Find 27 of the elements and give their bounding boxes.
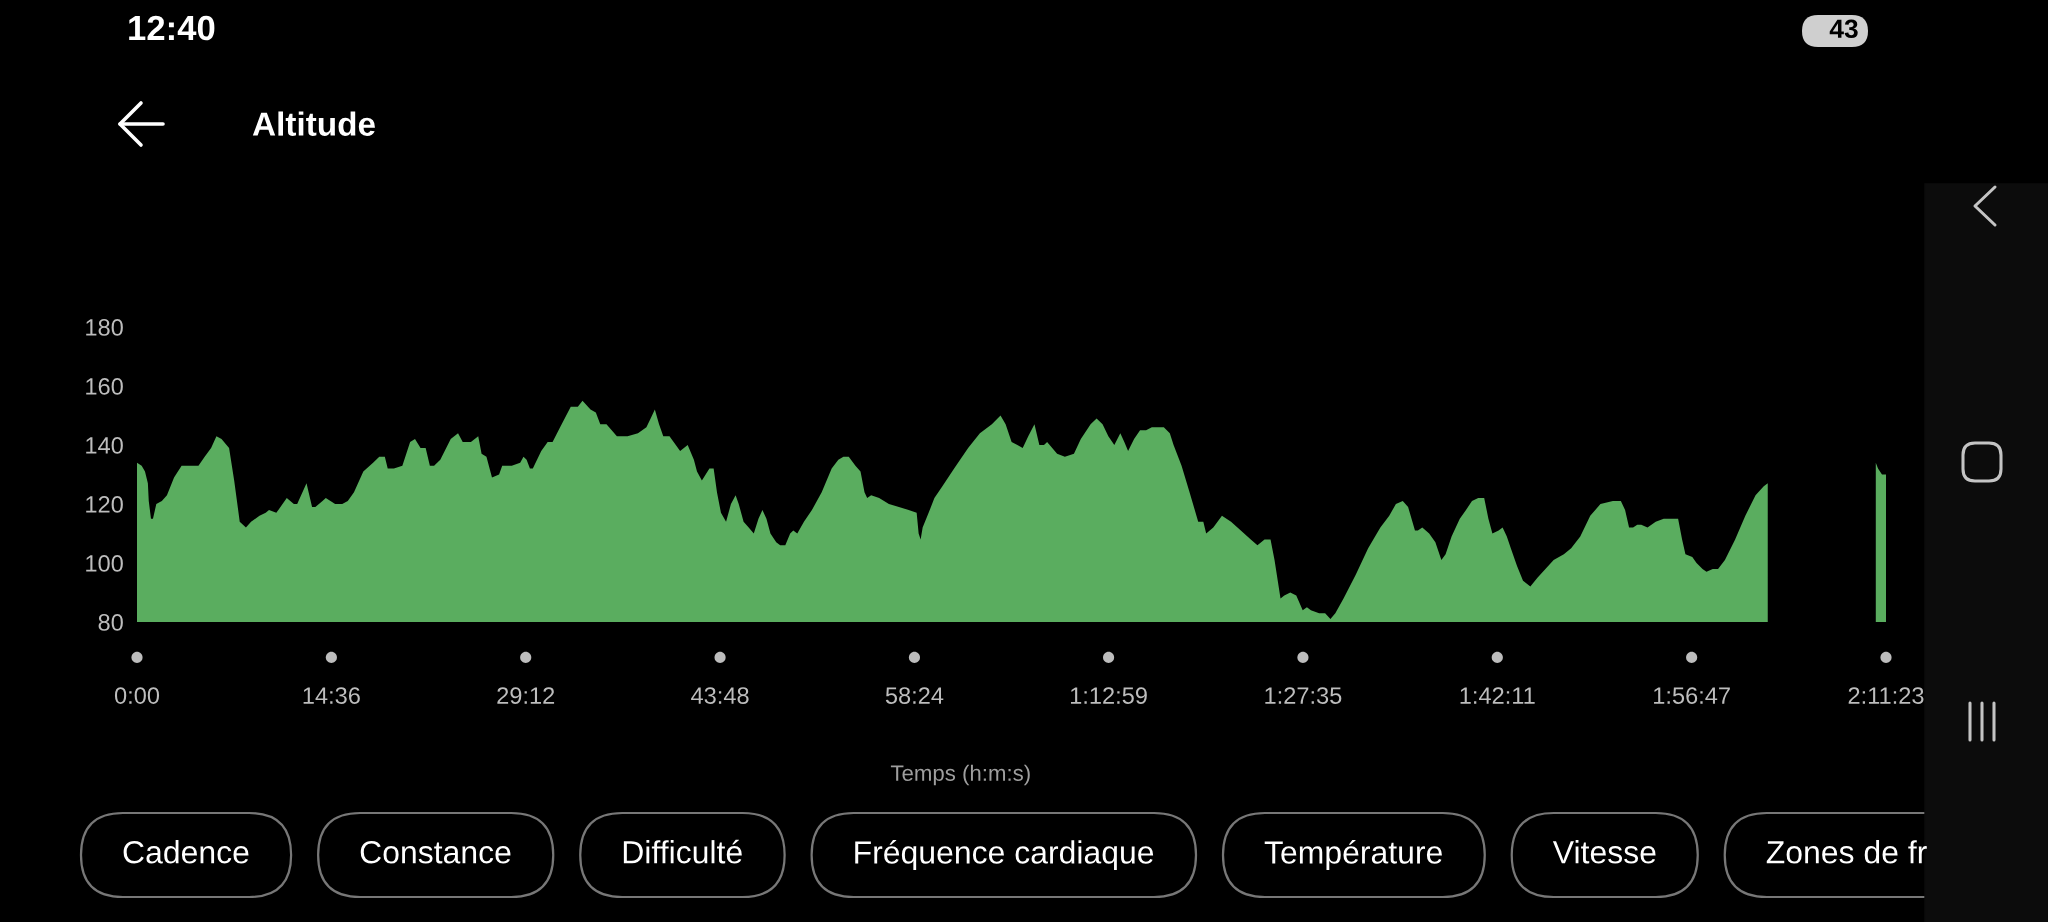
text: 12:40	[129, 15, 215, 41]
x-tick-label: 43:48	[691, 687, 749, 704]
y-tick-label: 80	[98, 614, 123, 631]
text: Fréquence cardiaque	[855, 839, 1154, 871]
chart-title: Altitude	[252, 111, 375, 136]
x-tick-label: 1:27:35	[1265, 687, 1342, 704]
y-tick-label: 180	[86, 319, 123, 336]
x-tick-label: 14:36	[303, 687, 360, 704]
text: Cadence	[123, 840, 249, 864]
x-tick-label: 1:12:59	[1070, 687, 1147, 704]
y-tick-label: 120	[86, 496, 123, 513]
text: Constance	[360, 840, 511, 864]
text: Zones de fr	[1766, 840, 1927, 864]
text: 43	[1829, 19, 1858, 39]
x-tick-label: 58:24	[885, 687, 944, 704]
y-tick-label: 160	[86, 378, 123, 395]
x-axis-title: Temps (h:m:s)	[890, 764, 1030, 786]
text: Vitesse	[1552, 840, 1656, 864]
x-tick-label: 0:00	[114, 687, 160, 704]
x-tick-label: 1:56:47	[1654, 687, 1730, 704]
text: Température	[1264, 839, 1442, 871]
x-tick-label: 1:42:11	[1460, 687, 1535, 704]
y-tick-label: 140	[86, 437, 123, 454]
y-tick-label: 100	[86, 555, 123, 572]
text: Difficulté	[623, 839, 742, 864]
x-tick-label: 2:11:23	[1848, 687, 1924, 704]
x-tick-label: 29:12	[497, 687, 555, 704]
